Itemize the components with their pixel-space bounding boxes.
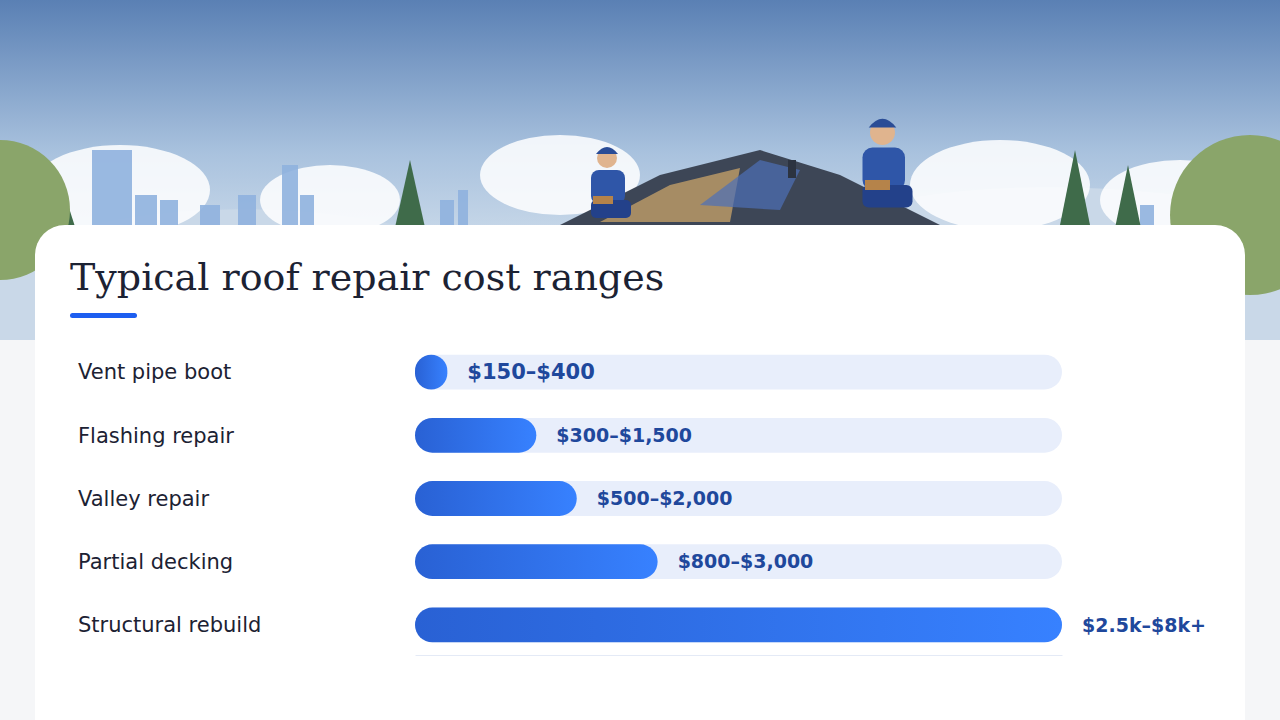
- y-tick: Vent pipe boot: [78, 360, 415, 384]
- title-underline: [70, 313, 137, 318]
- data-labels: $150–$400 $300–$1,500 $500–$2,000 $800–$3,0…: [467, 360, 1206, 635]
- chart-root: Typical roof repair cost ranges Vent pipe…: [0, 0, 1280, 720]
- x-axis-line: [416, 655, 1063, 656]
- bars: [415, 355, 1062, 643]
- bar: [415, 608, 1062, 643]
- bar-track: [415, 418, 1062, 453]
- bar-track: [415, 481, 1062, 516]
- worker-body: [591, 170, 625, 204]
- category-label: Valley repair: [78, 487, 209, 511]
- bar-track: [415, 355, 1062, 390]
- worker-body: [863, 148, 906, 191]
- y-tick: Partial decking: [78, 550, 415, 574]
- card: [35, 225, 1245, 720]
- y-tick: Flashing repair: [78, 424, 415, 448]
- worker: [863, 119, 913, 208]
- bar: [415, 418, 536, 453]
- y-tick: Structural rebuild: [78, 613, 415, 637]
- worker: [591, 147, 631, 218]
- data-label: $800–$3,000: [678, 550, 814, 572]
- y-tick: Valley repair: [78, 487, 415, 511]
- category-label: Structural rebuild: [78, 613, 261, 637]
- data-label: $300–$1,500: [556, 424, 692, 446]
- cloud: [260, 165, 400, 235]
- category-label: Vent pipe boot: [78, 360, 231, 384]
- bar-track: [415, 608, 1062, 643]
- data-label: $2.5k–$8k+: [1082, 614, 1206, 636]
- x-axis: [416, 655, 1063, 656]
- worker-cap: [596, 147, 618, 154]
- bar: [415, 355, 447, 390]
- vent-pipe: [788, 160, 796, 178]
- y-axis: Vent pipe boot Flashing repair Valley repa…: [78, 360, 415, 637]
- data-label: $500–$2,000: [597, 487, 733, 509]
- worker-cap: [869, 119, 897, 128]
- tool-belt: [593, 196, 613, 204]
- category-label: Flashing repair: [78, 424, 234, 448]
- tool-belt: [865, 180, 890, 190]
- category-label: Partial decking: [78, 550, 233, 574]
- data-label: $150–$400: [467, 360, 594, 384]
- bar: [415, 481, 577, 516]
- worker-head: [597, 148, 617, 168]
- roof-patch: [700, 160, 800, 210]
- tracks: [415, 355, 1062, 643]
- bar: [415, 544, 658, 579]
- chart-title: Typical roof repair cost ranges: [70, 255, 664, 299]
- bar-track: [415, 544, 1062, 579]
